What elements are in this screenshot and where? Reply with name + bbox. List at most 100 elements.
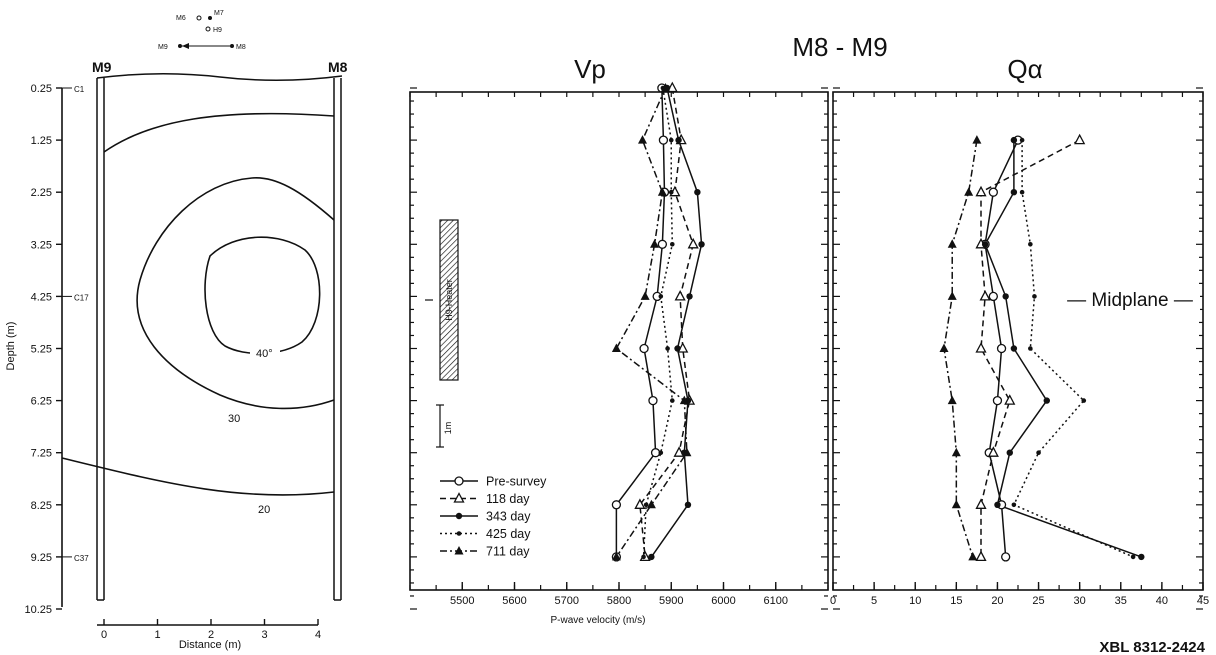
vp-x-tick-label: 5500	[450, 595, 474, 607]
q-marker	[947, 395, 957, 405]
key-map-arrowhead	[182, 43, 189, 49]
vp-marker	[641, 554, 646, 560]
vp-marker	[638, 135, 648, 144]
vp-series-line	[639, 87, 694, 557]
distance-tick-label: 0	[101, 629, 107, 641]
vp-marker	[687, 237, 699, 249]
scale-bar-label: 1m	[443, 422, 453, 435]
q-marker	[994, 501, 1001, 508]
q-x-tick-label: 15	[950, 595, 962, 607]
q-marker	[1036, 450, 1041, 456]
ground-surface	[96, 73, 343, 81]
depth-tick-label: 9.25	[31, 552, 52, 564]
q-marker	[992, 395, 1003, 406]
vp-marker	[661, 83, 671, 92]
borehole-m8-label: M8	[328, 59, 348, 75]
vp-marker	[611, 500, 622, 510]
vp-marker	[674, 345, 681, 352]
q-x-tick-label: 25	[1032, 595, 1044, 607]
vp-marker	[648, 553, 655, 561]
legend-label: Pre-survey	[486, 475, 547, 489]
sensor-marks: C1 C17 C37	[62, 85, 89, 563]
vp-title: Vp	[574, 54, 606, 84]
vp-marker	[648, 395, 658, 406]
q-marker	[939, 343, 949, 352]
contour-line-30	[136, 177, 335, 410]
distance-tick-label: 2	[208, 629, 214, 641]
q-marker	[988, 187, 998, 197]
contour-line-outer-top	[103, 112, 335, 153]
vp-marker	[675, 136, 682, 144]
legend-label: 118 day	[486, 492, 530, 506]
figure-code: XBL 8312-2424	[1099, 639, 1205, 655]
vp-marker	[658, 450, 664, 456]
distance-tick-label: 4	[315, 629, 321, 641]
contour-label-30: 30	[228, 413, 240, 425]
vp-marker	[611, 551, 621, 561]
q-marker	[1002, 293, 1009, 300]
legend-marker	[456, 531, 462, 536]
q-x-tick-label: 10	[909, 595, 921, 607]
q-x-tick-label: 5	[871, 595, 877, 607]
q-marker	[1043, 397, 1050, 404]
q-x-tick-label: 40	[1156, 595, 1168, 607]
q-marker	[1074, 133, 1086, 145]
depth-tick-label: 5.25	[31, 344, 52, 356]
depth-tick-label: 6.25	[31, 396, 52, 408]
q-marker	[972, 135, 982, 144]
q-marker	[1130, 554, 1136, 560]
key-map: M6 M7 H9 M9 M8	[158, 10, 246, 51]
vp-series-line	[615, 87, 688, 558]
vp-marker	[657, 239, 668, 249]
q-marker	[987, 446, 999, 457]
q-series	[939, 133, 1145, 562]
q-series-line	[984, 140, 1142, 558]
q-marker	[988, 291, 998, 302]
q-marker	[1006, 449, 1013, 456]
q-axis-ticks: 0 5 10 15 20 25 30 35 40 45	[830, 87, 1209, 610]
vp-marker	[694, 189, 701, 196]
legend: Pre-survey 118 day 343 day 425 day 711 day	[440, 475, 547, 559]
q-plot-frame	[832, 91, 1204, 591]
vp-marker	[646, 499, 656, 509]
q-marker	[1019, 137, 1025, 143]
key-map-m9-marker	[178, 44, 182, 48]
q-marker	[1138, 553, 1145, 561]
vp-marker	[668, 189, 674, 195]
heater-bar	[439, 219, 459, 381]
sensor-mark-label: C17	[74, 293, 89, 302]
q-marker	[947, 239, 957, 248]
q-marker	[975, 550, 987, 562]
vp-marker	[679, 395, 689, 405]
vp-marker	[669, 398, 675, 403]
contour-label-20: 20	[258, 504, 270, 516]
depth-tick-label: 10.25	[24, 604, 52, 616]
contour-label-20-bg	[254, 502, 276, 516]
legend-marker	[454, 546, 464, 555]
vp-marker	[658, 135, 669, 145]
sensor-mark-label: C37	[74, 554, 89, 563]
depth-axis-label: Depth (m)	[5, 322, 17, 371]
vp-series-line	[615, 87, 666, 557]
key-map-m8-label: M8	[236, 44, 246, 51]
q-marker	[975, 498, 987, 509]
q-marker	[1004, 394, 1016, 405]
distance-axis-label: Distance (m)	[179, 639, 241, 651]
q-marker	[979, 290, 991, 301]
midplane-label: — Midplane —	[1067, 290, 1193, 311]
q-marker	[968, 551, 978, 561]
key-map-m8-marker	[230, 44, 234, 48]
key-map-m7-marker	[208, 16, 212, 20]
depth-tick-label: 8.25	[31, 500, 52, 512]
vp-marker	[684, 501, 692, 508]
vp-marker	[658, 294, 664, 299]
distance-tick-label: 3	[261, 629, 267, 641]
q-series-line	[943, 139, 978, 558]
distance-ticks: 0 1 2 3 4	[101, 619, 321, 641]
borehole-m9-label: M9	[92, 59, 112, 75]
q-x-tick-label: 45	[1197, 595, 1209, 607]
vp-xlabel: P-wave velocity (m/s)	[550, 615, 645, 626]
q-marker	[1010, 136, 1018, 144]
vp-x-tick-label: 6000	[711, 595, 735, 607]
q-marker	[964, 187, 974, 196]
